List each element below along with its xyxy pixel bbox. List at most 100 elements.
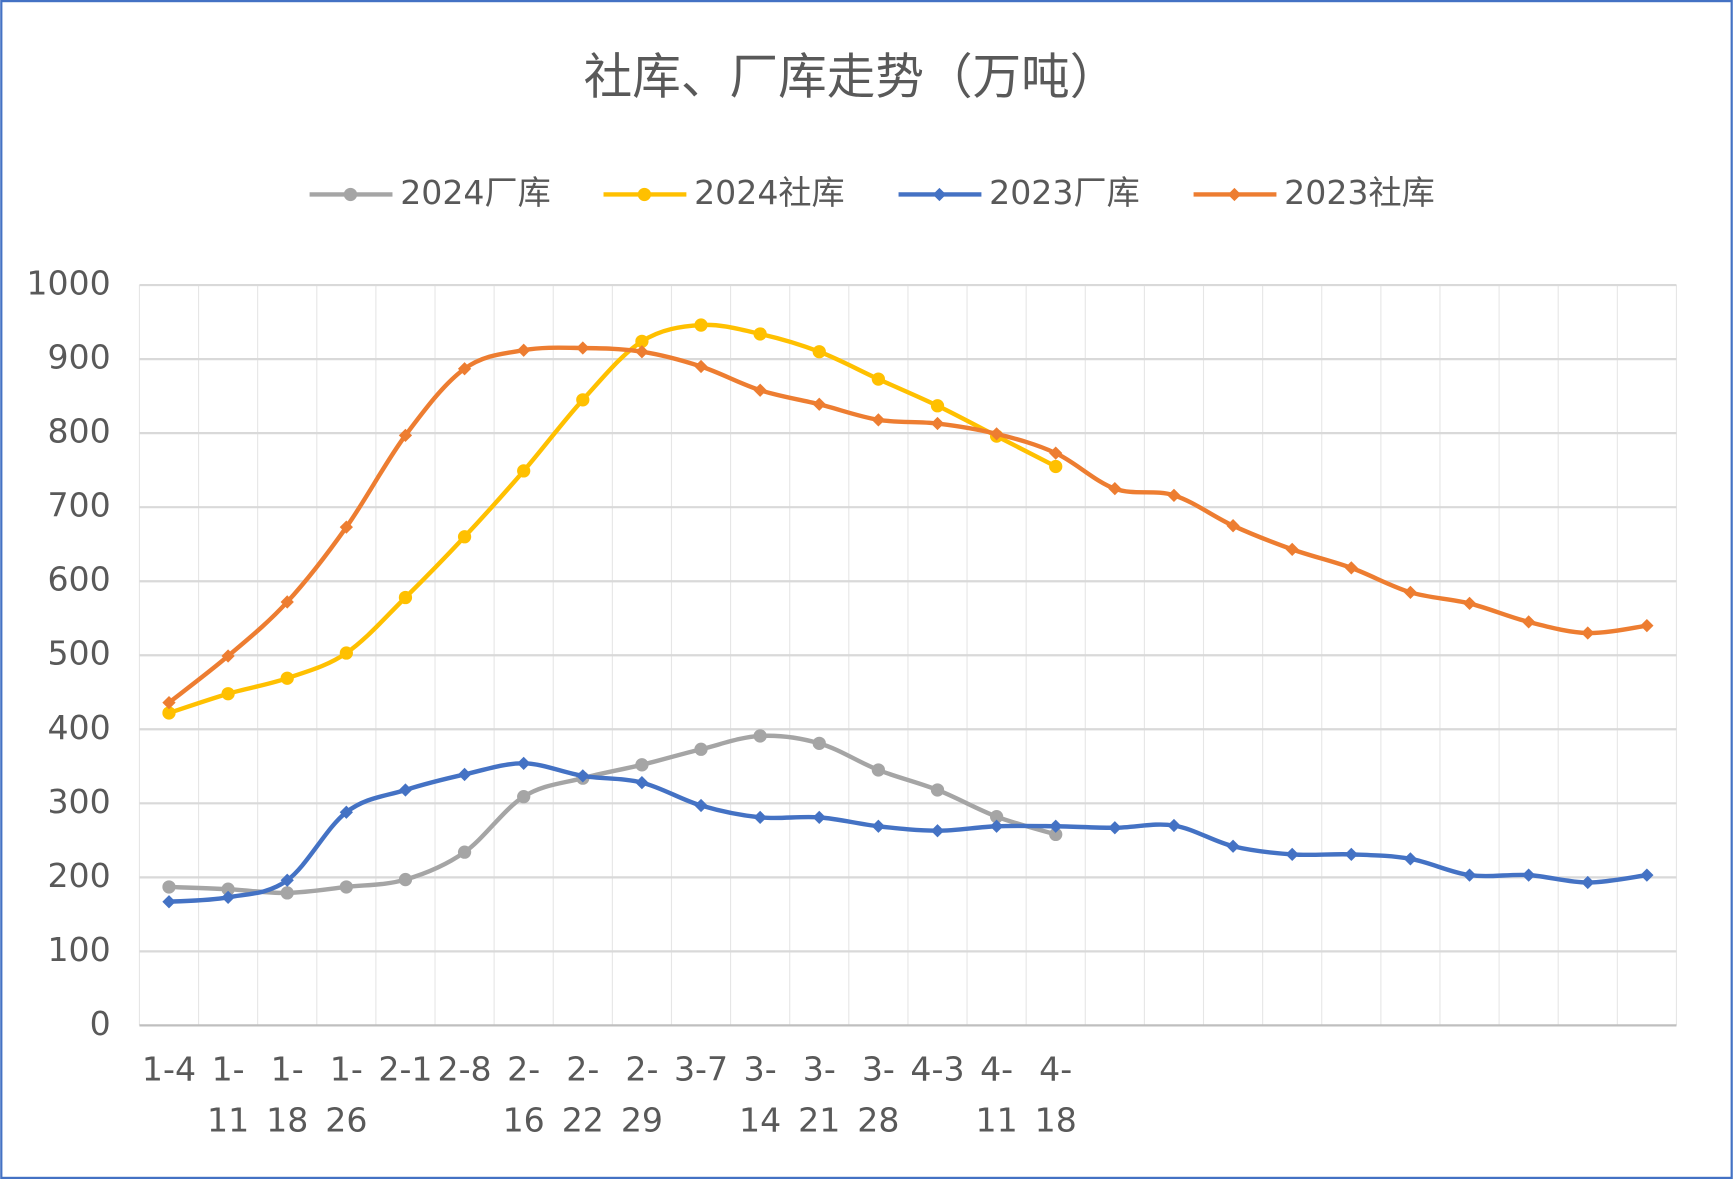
- x-tick-label-box: 1-11: [207, 1051, 249, 1141]
- legend-marker: [932, 187, 947, 202]
- x-tick-label-box: 3-14: [739, 1051, 781, 1141]
- legend-label: 2024社库: [694, 173, 845, 212]
- data-point: [930, 399, 945, 413]
- data-point: [812, 736, 826, 750]
- x-tick-label: 3-21: [798, 1050, 841, 1141]
- y-tick-label: 300: [47, 782, 110, 821]
- data-point: [1108, 482, 1122, 496]
- data-point: [1049, 827, 1063, 842]
- data-point: [1581, 626, 1595, 640]
- data-point: [871, 413, 886, 427]
- data-point: [635, 334, 649, 348]
- data-point: [162, 880, 176, 894]
- x-tick-label-box: 4-11: [976, 1051, 1018, 1141]
- data-point: [753, 327, 767, 341]
- data-point: [517, 343, 531, 357]
- data-point: [1403, 585, 1418, 599]
- data-point: [280, 595, 294, 609]
- data-point: [989, 810, 1004, 824]
- x-tick-label-box: 4-3: [910, 1050, 965, 1090]
- data-point: [753, 383, 767, 397]
- data-point: [162, 706, 176, 720]
- data-point: [1167, 818, 1181, 833]
- x-tick-label-box: 2-29: [620, 1050, 664, 1141]
- data-point: [457, 362, 472, 376]
- data-point: [694, 359, 708, 374]
- data-point: [398, 783, 413, 797]
- x-tick-label: 4-18: [1034, 1050, 1077, 1141]
- x-tick-label: 1-4: [141, 1050, 197, 1090]
- data-point: [457, 530, 472, 544]
- data-point: [221, 890, 235, 904]
- legend-marker: [1227, 187, 1242, 202]
- data-point: [1462, 596, 1477, 611]
- x-tick-label: 2-22: [561, 1050, 604, 1141]
- data-point: [162, 695, 176, 710]
- legend-label: 2023厂库: [989, 173, 1140, 212]
- y-tick-label: 700: [47, 486, 110, 525]
- data-point: [871, 763, 886, 777]
- legend-label: 2023社库: [1284, 173, 1435, 212]
- x-tick-label: 3-28: [857, 1050, 900, 1141]
- y-tick-label: 200: [47, 856, 110, 895]
- x-tick-label: 3-7: [673, 1050, 729, 1090]
- data-point: [1403, 852, 1418, 866]
- y-tick-label: 600: [47, 560, 110, 599]
- data-point: [517, 756, 531, 770]
- x-tick-label: 2-29: [620, 1050, 664, 1141]
- data-point: [339, 646, 353, 660]
- data-point: [1522, 615, 1536, 629]
- data-point: [812, 810, 826, 825]
- y-tick-label: 100: [47, 930, 110, 969]
- data-point: [398, 872, 413, 887]
- y-tick-label: 800: [47, 412, 110, 451]
- x-tick-label: 1-18: [266, 1050, 309, 1141]
- data-point: [694, 742, 708, 756]
- x-tick-label-box: 3-28: [857, 1050, 900, 1141]
- y-tick-label: 0: [90, 1004, 111, 1043]
- data-point: [989, 427, 1004, 441]
- data-point: [280, 886, 294, 900]
- data-point: [812, 397, 826, 411]
- x-tick-label-box: 2-8: [437, 1051, 491, 1090]
- data-point: [162, 895, 176, 909]
- data-point: [339, 880, 353, 894]
- data-point: [1522, 868, 1536, 882]
- legend-marker: [637, 187, 652, 202]
- x-tick-label: 1-26: [325, 1050, 368, 1141]
- data-point: [1226, 519, 1240, 533]
- data-point: [930, 783, 945, 797]
- data-point: [517, 790, 531, 804]
- x-tick-label-box: 1-4: [141, 1050, 197, 1090]
- data-point: [635, 758, 649, 772]
- data-point: [280, 671, 294, 685]
- x-tick-label: 4-3: [910, 1050, 965, 1090]
- x-tick-label-box: 3-21: [798, 1050, 841, 1141]
- data-point: [1640, 868, 1654, 882]
- data-point: [753, 810, 767, 825]
- data-point: [1285, 847, 1299, 862]
- series-line: [168, 322, 1057, 716]
- x-tick-label-box: 3-7: [673, 1050, 729, 1090]
- x-tick-label-box: 2-16: [502, 1050, 545, 1141]
- data-point: [221, 882, 235, 896]
- x-tick-label-box: 1-26: [325, 1050, 368, 1141]
- data-point: [280, 873, 294, 887]
- x-tick-label: 2-16: [502, 1050, 545, 1141]
- y-tick-label: 900: [47, 338, 110, 377]
- data-point: [1049, 446, 1063, 460]
- data-point: [694, 318, 708, 332]
- data-point: [1462, 868, 1477, 882]
- data-point: [398, 590, 413, 605]
- data-point: [339, 520, 353, 534]
- chart-title: 社库、厂库走势（万吨）: [584, 50, 1119, 106]
- data-point: [1285, 542, 1299, 557]
- y-tick-label: 500: [47, 634, 110, 673]
- data-point: [812, 345, 826, 359]
- data-point: [1226, 839, 1240, 853]
- data-point: [1108, 821, 1122, 835]
- data-point: [1344, 847, 1358, 862]
